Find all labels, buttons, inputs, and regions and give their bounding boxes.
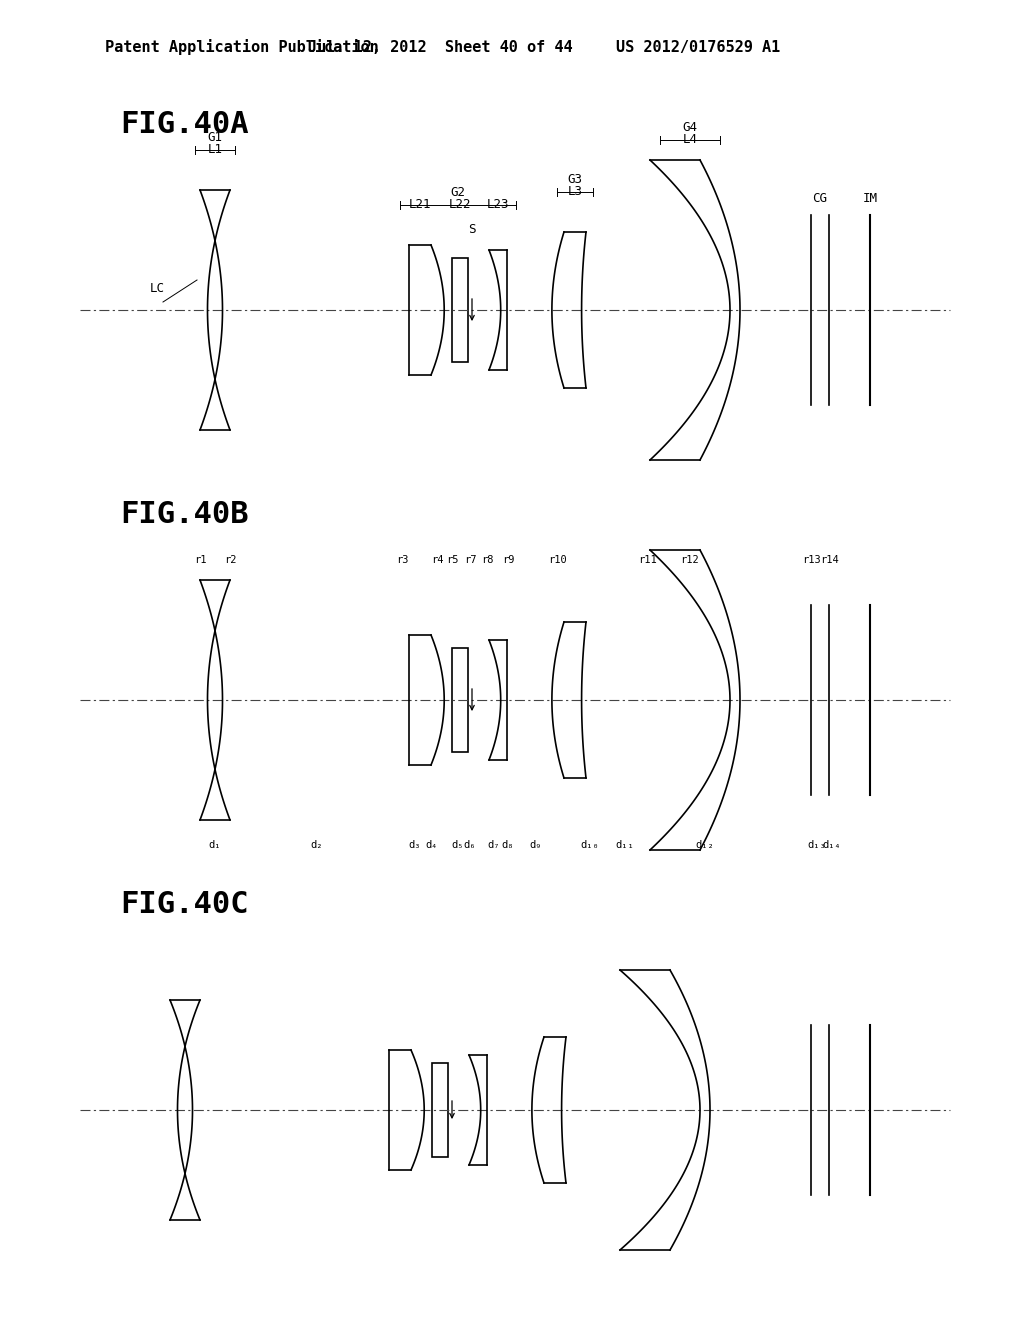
Text: US 2012/0176529 A1: US 2012/0176529 A1 bbox=[615, 40, 780, 55]
Text: d₁₃: d₁₃ bbox=[808, 840, 826, 850]
Text: d₁₁: d₁₁ bbox=[615, 840, 635, 850]
Text: d₃: d₃ bbox=[409, 840, 421, 850]
Text: d₉: d₉ bbox=[529, 840, 543, 850]
Text: r3: r3 bbox=[395, 554, 409, 565]
Text: r11: r11 bbox=[639, 554, 657, 565]
Bar bbox=[452, 257, 468, 362]
Text: d₂: d₂ bbox=[310, 840, 324, 850]
Text: G1: G1 bbox=[208, 131, 222, 144]
Text: L23: L23 bbox=[486, 198, 509, 211]
Bar bbox=[432, 1063, 449, 1158]
Text: FIG.40A: FIG.40A bbox=[120, 110, 249, 139]
Text: d₆: d₆ bbox=[464, 840, 476, 850]
Text: d₁₀: d₁₀ bbox=[581, 840, 599, 850]
Text: L21: L21 bbox=[409, 198, 431, 211]
Text: r8: r8 bbox=[480, 554, 494, 565]
Text: r10: r10 bbox=[549, 554, 567, 565]
Text: LC: LC bbox=[150, 282, 165, 294]
Text: r1: r1 bbox=[194, 554, 206, 565]
Text: d₈: d₈ bbox=[502, 840, 514, 850]
Text: CG: CG bbox=[812, 191, 827, 205]
Text: r7: r7 bbox=[464, 554, 476, 565]
Text: G3: G3 bbox=[567, 173, 583, 186]
Text: r2: r2 bbox=[224, 554, 237, 565]
Text: r13: r13 bbox=[802, 554, 820, 565]
Text: d₄: d₄ bbox=[426, 840, 438, 850]
Text: Jul. 12, 2012  Sheet 40 of 44: Jul. 12, 2012 Sheet 40 of 44 bbox=[307, 40, 572, 55]
Text: FIG.40B: FIG.40B bbox=[120, 500, 249, 529]
Bar bbox=[452, 648, 468, 752]
Text: d₅: d₅ bbox=[452, 840, 464, 850]
Text: d₁₄: d₁₄ bbox=[822, 840, 842, 850]
Text: r4: r4 bbox=[431, 554, 443, 565]
Text: L3: L3 bbox=[567, 185, 583, 198]
Text: IM: IM bbox=[862, 191, 878, 205]
Text: G2: G2 bbox=[451, 186, 466, 199]
Text: d₁: d₁ bbox=[209, 840, 221, 850]
Text: Patent Application Publication: Patent Application Publication bbox=[105, 40, 379, 55]
Text: r9: r9 bbox=[502, 554, 514, 565]
Text: L1: L1 bbox=[208, 143, 222, 156]
Text: L4: L4 bbox=[683, 133, 697, 147]
Text: G4: G4 bbox=[683, 121, 697, 135]
Text: r5: r5 bbox=[445, 554, 459, 565]
Text: d₇: d₇ bbox=[487, 840, 501, 850]
Text: d₁₂: d₁₂ bbox=[695, 840, 715, 850]
Text: L22: L22 bbox=[449, 198, 471, 211]
Text: r14: r14 bbox=[819, 554, 839, 565]
Text: r12: r12 bbox=[681, 554, 699, 565]
Text: FIG.40C: FIG.40C bbox=[120, 890, 249, 919]
Text: S: S bbox=[468, 223, 476, 236]
